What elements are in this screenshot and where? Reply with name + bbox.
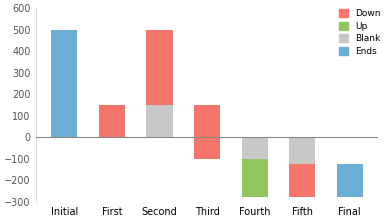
Bar: [242, 137, 268, 159]
Bar: [146, 30, 172, 105]
Bar: [51, 30, 78, 137]
Bar: [99, 105, 125, 137]
Bar: [337, 164, 363, 197]
Bar: [289, 164, 315, 197]
Legend: Down, Up, Blank, Ends: Down, Up, Blank, Ends: [339, 9, 381, 56]
Bar: [289, 137, 315, 164]
Bar: [242, 159, 268, 197]
Bar: [194, 105, 220, 159]
Bar: [146, 105, 172, 137]
